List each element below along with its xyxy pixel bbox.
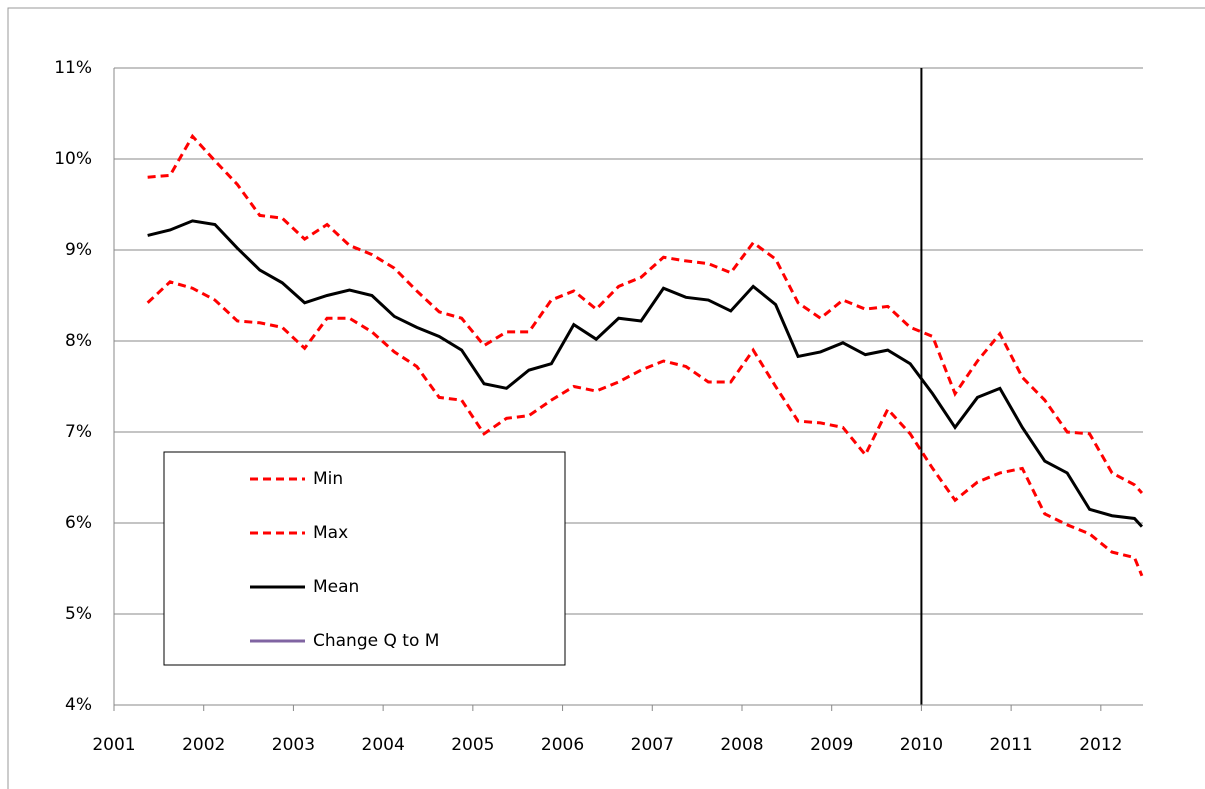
x-tick-label: 2005 (451, 735, 494, 755)
legend-label: Mean (313, 577, 359, 597)
series-line (146, 280, 1144, 577)
y-tick-label: 9% (65, 240, 92, 260)
frame (7, 7, 1205, 789)
series-line (147, 133, 1144, 494)
y-tick-label: 10% (54, 149, 92, 169)
legend-label: Min (313, 469, 343, 489)
y-tick-label: 5% (65, 604, 92, 624)
x-tick-label: 2004 (362, 735, 405, 755)
x-tick-label: 2008 (720, 735, 763, 755)
x-tick-label: 2001 (92, 735, 135, 755)
x-tick-label: 2006 (541, 735, 584, 755)
x-tick-label: 2003 (272, 735, 315, 755)
x-tick-label: 2010 (900, 735, 943, 755)
legend-box (163, 451, 566, 666)
series-line (147, 219, 1144, 528)
y-tick-label: 4% (65, 695, 92, 715)
x-tick-label: 2012 (1079, 735, 1122, 755)
y-tick-label: 11% (54, 58, 92, 78)
x-tick-label: 2009 (810, 735, 853, 755)
y-tick-label: 8% (65, 331, 92, 351)
y-tick-label: 7% (65, 422, 92, 442)
x-tick-label: 2002 (182, 735, 225, 755)
x-tick-label: 2007 (631, 735, 674, 755)
legend-label: Max (313, 523, 348, 543)
y-tick-label: 6% (65, 513, 92, 533)
legend-label: Change Q to M (313, 631, 439, 651)
x-tick-label: 2011 (989, 735, 1032, 755)
